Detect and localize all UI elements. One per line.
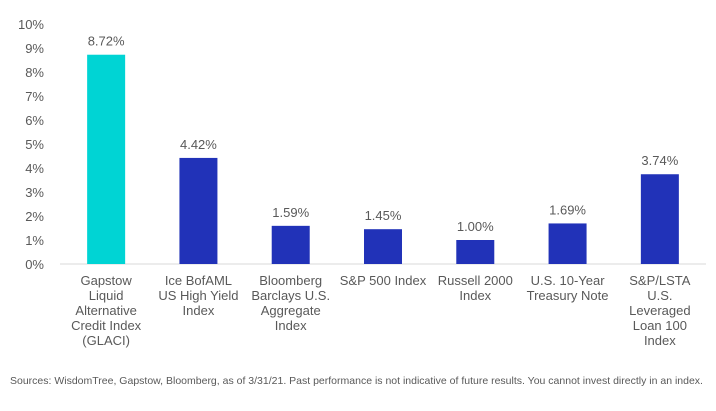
source-footnote: Sources: WisdomTree, Gapstow, Bloomberg,… (10, 375, 703, 387)
data-label: 1.69% (549, 202, 586, 217)
category-label: U.S. 10-Year Treasury Note (527, 273, 609, 303)
category-label: Bloomberg Barclays U.S. Aggregate Index (251, 273, 330, 333)
value-labels: 8.72% 4.42% 1.59% 1.45% 1.00% 1.69% 3.74% (88, 34, 679, 234)
y-tick-label: 7% (25, 89, 44, 104)
bar (640, 174, 679, 264)
data-label: 1.45% (365, 208, 402, 223)
bar (456, 240, 495, 264)
data-label: 4.42% (180, 137, 217, 152)
y-tick-label: 4% (25, 161, 44, 176)
category-label: Gapstow Liquid Alternative Credit Index (GLA… (71, 273, 142, 348)
y-tick-label: 1% (25, 233, 44, 248)
data-label: 8.72% (88, 34, 125, 49)
bar (364, 229, 402, 264)
y-tick-label: 10% (18, 17, 44, 32)
data-label: 1.00% (457, 219, 494, 234)
y-tick-label: 6% (25, 113, 44, 128)
y-tick-label: 8% (25, 65, 44, 80)
category-label: S&P 500 Index (340, 273, 427, 288)
x-axis: Gapstow Liquid Alternative Credit Index (GLA… (71, 273, 691, 348)
category-label: S&P/LSTA U.S. Leveraged Loan 100 Index (629, 273, 691, 348)
y-axis: 0% 1% 2% 3% 4% 5% 6% 7% 8% 9% 10% (18, 17, 706, 272)
bars (87, 54, 679, 264)
y-tick-label: 2% (25, 209, 44, 224)
y-tick-label: 3% (25, 185, 44, 200)
category-label: Ice BofAML US High Yield Index (158, 273, 238, 318)
bar (548, 223, 587, 264)
data-label: 3.74% (641, 153, 678, 168)
category-label: Russell 2000 Index (438, 273, 513, 303)
bar (179, 157, 218, 264)
data-label: 1.59% (272, 205, 309, 220)
bar (87, 54, 126, 264)
y-tick-label: 9% (25, 41, 44, 56)
y-tick-label: 0% (25, 257, 44, 272)
y-tick-label: 5% (25, 137, 44, 152)
bar (271, 225, 310, 264)
